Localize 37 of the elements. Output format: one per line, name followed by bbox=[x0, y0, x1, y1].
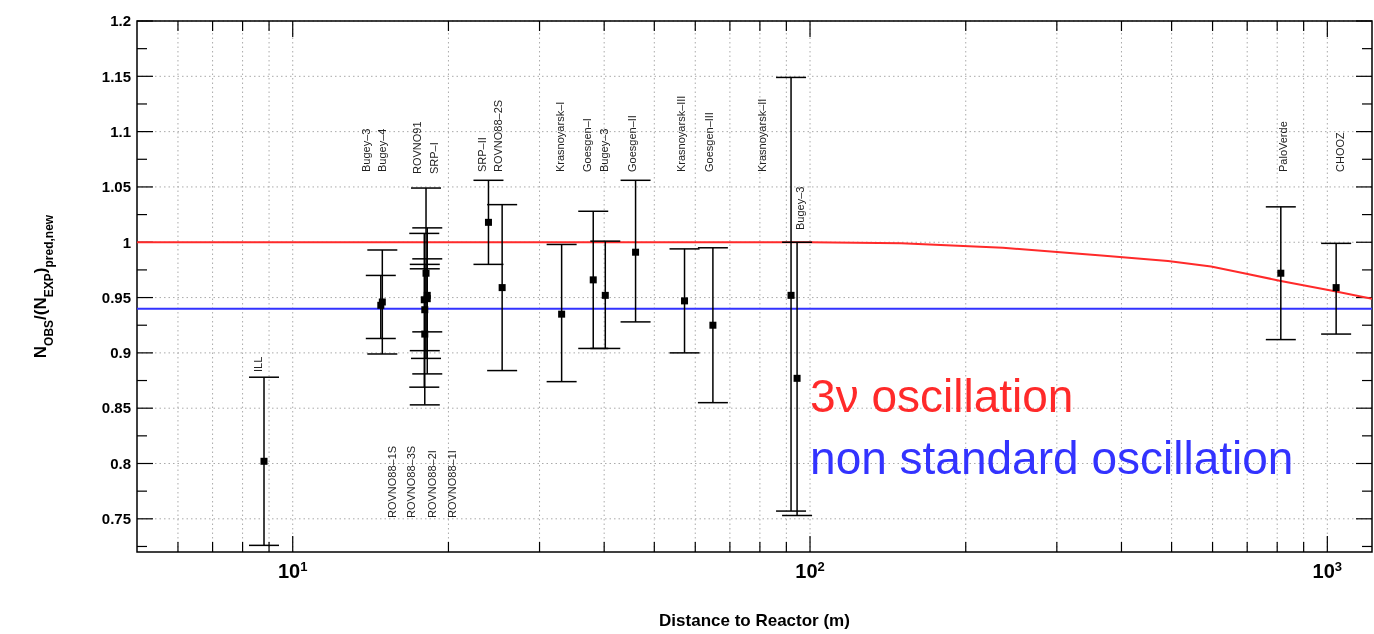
y-tick-label: 1.1 bbox=[110, 122, 131, 140]
annotation: ILL bbox=[252, 356, 264, 372]
annotation: Bugey–3 bbox=[598, 128, 610, 172]
annotation: ROVNO91 bbox=[411, 121, 423, 174]
annotation: ROVNO88–1S bbox=[386, 445, 398, 518]
annotation: PaloVerde bbox=[1277, 121, 1289, 172]
annotation: Bugey–4 bbox=[376, 128, 388, 172]
annotation: Krasnoyarsk–III bbox=[675, 95, 687, 172]
y-tick-label: 1 bbox=[122, 233, 131, 251]
y-tick-label: 0.85 bbox=[101, 399, 131, 417]
annotation: ROVNO88–3S bbox=[405, 445, 417, 518]
annotation: ROVNO88–2S bbox=[492, 99, 504, 172]
x-tick-label: 10$^{1}$ bbox=[277, 558, 308, 582]
annotation: Bugey–3 bbox=[360, 128, 372, 172]
annotation: Bugey–3 bbox=[794, 186, 806, 230]
x-tick-label: 10$^{3}$ bbox=[1312, 558, 1343, 582]
annotation: ROVNO88–1I bbox=[446, 450, 458, 518]
annotation: Krasnoyarsk–I bbox=[554, 101, 566, 172]
x-tick-label: 10$^{2}$ bbox=[795, 558, 825, 582]
annotation: Goesgen–I bbox=[581, 118, 593, 172]
annotation: Goesgen–III bbox=[703, 112, 715, 172]
annotation: Krasnoyarsk–II bbox=[756, 98, 768, 172]
y-tick-label: 0.8 bbox=[110, 454, 131, 472]
annotation: CHOOZ bbox=[1334, 132, 1346, 172]
y-tick-label: 0.95 bbox=[101, 288, 131, 306]
text: 3ν oscillation bbox=[810, 370, 1074, 422]
annotation: SRP–II bbox=[476, 137, 488, 172]
annotation: ROVNO88–2I bbox=[426, 450, 438, 518]
annotation: SRP–I bbox=[428, 142, 440, 174]
y-tick-label: 1.05 bbox=[101, 178, 131, 196]
x-axis-title: Distance to Reactor (m) bbox=[659, 611, 850, 630]
y-tick-label: 1.15 bbox=[101, 67, 131, 85]
y-tick-label: 1.2 bbox=[110, 12, 131, 30]
annotation: Goesgen–II bbox=[626, 115, 638, 172]
text: non standard oscillation bbox=[810, 432, 1294, 484]
y-tick-label: 0.9 bbox=[110, 344, 131, 362]
y-tick-label: 0.75 bbox=[101, 510, 131, 528]
